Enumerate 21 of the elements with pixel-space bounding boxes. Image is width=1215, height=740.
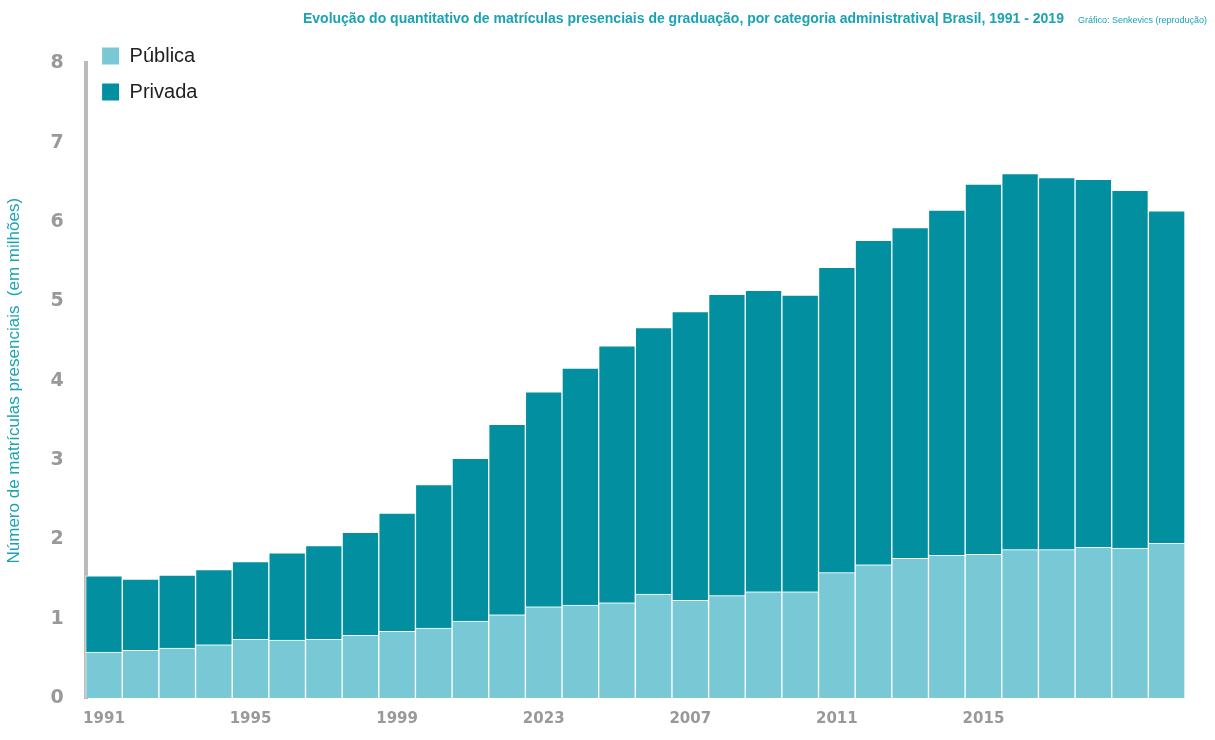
y-tick-label: 2 bbox=[50, 526, 64, 549]
y-tick-label: 1 bbox=[50, 605, 64, 628]
y-tick-label: 0 bbox=[50, 684, 64, 707]
x-tick-label: 2007 bbox=[669, 708, 712, 727]
x-tick-label: 2015 bbox=[962, 708, 1005, 727]
text: Gráfico: Senkevics (reprodução) bbox=[1077, 15, 1207, 25]
legend-label: Privada bbox=[129, 79, 199, 102]
y-tick-label: 8 bbox=[50, 50, 64, 73]
x-tick-label: 1995 bbox=[229, 708, 272, 727]
y-tick-label: 4 bbox=[50, 367, 64, 390]
y-tick-label: 3 bbox=[50, 446, 64, 469]
x-tick-label: 1999 bbox=[376, 708, 418, 727]
x-tick-label: 1991 bbox=[83, 708, 125, 727]
y-tick-label: 7 bbox=[50, 129, 64, 152]
x-tick-label: 2011 bbox=[815, 708, 858, 727]
chart-title: Evolução do quantitativo de matrículas presenciais de graduação, por categoria administrativa| Brasil, 1991 - 2019 bbox=[302, 10, 1064, 26]
y-axis-title: Número de matrículas presenciais (em milhões) bbox=[3, 197, 23, 564]
y-tick-label: 6 bbox=[50, 208, 64, 231]
legend-label: Pública bbox=[129, 43, 197, 66]
x-tick-label: 2023 bbox=[522, 708, 565, 727]
y-tick-label: 5 bbox=[50, 288, 64, 311]
